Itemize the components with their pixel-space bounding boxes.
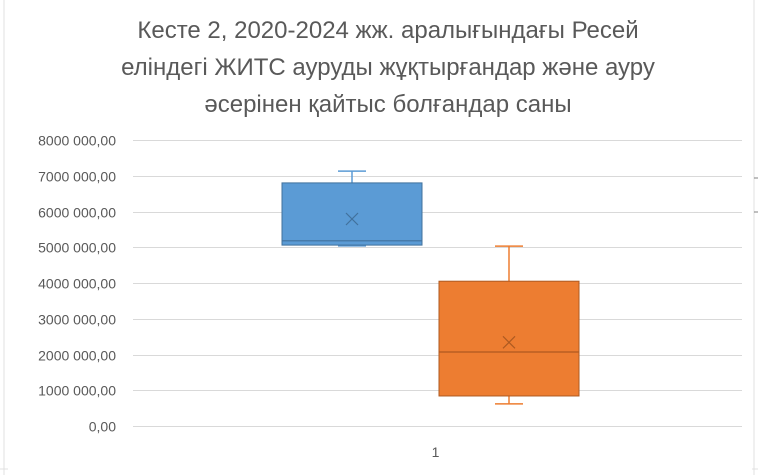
chart-title-line: әсерінен қайтыс болғандар саны: [204, 91, 572, 118]
chart-container[interactable]: Кесте 2, 2020-2024 жж. аралығындағы Ресе…: [8, 0, 752, 475]
y-tick-label: 5000 000,00: [38, 240, 116, 256]
chart-title: Кесте 2, 2020-2024 жж. аралығындағы Ресе…: [8, 12, 758, 123]
y-tick-label: 7000 000,00: [38, 169, 116, 185]
y-tick-label: 1000 000,00: [38, 383, 116, 399]
y-tick-label: 0,00: [89, 419, 116, 435]
chart-title-line: Кесте 2, 2020-2024 жж. аралығындағы Ресе…: [137, 17, 639, 44]
mean-marker: [345, 212, 359, 226]
chart-title-line: еліндегі ЖИТС ауруды жұқтырғандар және а…: [121, 54, 655, 81]
y-tick-label: 2000 000,00: [38, 348, 116, 364]
mean-marker: [502, 335, 516, 349]
box-iqr: [438, 280, 580, 397]
x-category-label: 1: [432, 444, 440, 460]
y-tick-label: 3000 000,00: [38, 312, 116, 328]
y-tick-label: 8000 000,00: [38, 133, 116, 149]
box-iqr: [281, 182, 423, 246]
y-tick-label: 4000 000,00: [38, 276, 116, 292]
plot-area: 0,00 1000 000,00 2000 000,00 3000 000,00 400…: [38, 133, 742, 460]
y-tick-label: 6000 000,00: [38, 205, 116, 221]
